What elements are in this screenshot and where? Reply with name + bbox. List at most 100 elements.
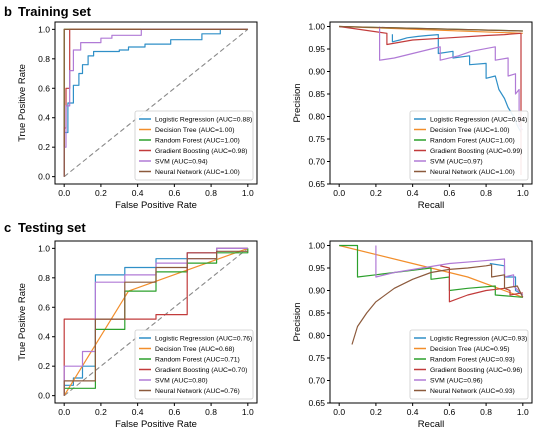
- x-tick-label: 0.2: [95, 407, 107, 417]
- y-tick-label: 0.75: [308, 353, 325, 363]
- y-tick-label: 0.85: [308, 308, 325, 318]
- x-tick-label: 0.8: [205, 188, 217, 198]
- legend-label: Logistic Regression (AUC=0.88): [155, 117, 252, 124]
- y-tick-label: 0.65: [308, 398, 325, 408]
- series-line-svm: [379, 26, 524, 131]
- y-tick-label: 0.95: [308, 263, 325, 273]
- legend-label: Logistic Regression (AUC=0.94): [430, 117, 527, 124]
- x-tick-label: 0.2: [95, 188, 107, 198]
- plot-area: [339, 244, 524, 345]
- y-tick-label: 0.85: [308, 89, 325, 99]
- y-tick-label: 0.65: [308, 179, 325, 189]
- series-line-logistic-regression: [489, 262, 524, 296]
- legend-label: SVM (AUC=0.80): [155, 378, 208, 385]
- legend-label: Neural Network (AUC=0.76): [155, 388, 240, 395]
- y-tick-label: 0.70: [308, 157, 325, 167]
- x-tick-label: 0.0: [333, 188, 345, 198]
- x-tick-label: 0.4: [407, 188, 419, 198]
- y-axis-label: Precision: [292, 83, 303, 122]
- panel-c-title: Testing set: [18, 220, 86, 235]
- series-line-neural-network: [63, 28, 248, 177]
- series-line-gradient-boosting: [339, 25, 522, 175]
- panel-b-letter: b: [4, 4, 12, 19]
- x-axis-label: False Positive Rate: [115, 419, 197, 430]
- y-tick-label: 1.00: [308, 241, 325, 251]
- y-tick-label: 0.6: [38, 83, 50, 93]
- y-tick-label: 0.95: [308, 44, 325, 54]
- x-tick-label: 0.8: [480, 407, 492, 417]
- legend-label: Gradient Boosting (AUC=0.70): [155, 367, 247, 374]
- y-axis-label: Precision: [292, 302, 303, 341]
- y-tick-label: 0.2: [38, 142, 50, 152]
- chart-test_roc: 0.0 0.2 0.4 0.6 0.8 1.0 0.0 0.2 0.4 0.6 0.8 1.0 Fals…: [17, 240, 258, 430]
- chance-diagonal: [63, 28, 249, 178]
- y-tick-label: 0.80: [308, 112, 325, 122]
- legend-label: Neural Network (AUC=0.93): [430, 388, 515, 395]
- x-tick-label: 0.6: [443, 188, 455, 198]
- y-tick-label: 0.90: [308, 286, 325, 296]
- x-tick-label: 0.4: [132, 188, 144, 198]
- panel-c-letter: c: [4, 220, 11, 235]
- x-axis-label: Recall: [418, 200, 444, 211]
- legend-label: SVM (AUC=0.97): [430, 159, 483, 166]
- y-tick-label: 0.8: [38, 273, 50, 283]
- legend-label: Decision Tree (AUC=0.68): [155, 346, 235, 353]
- y-tick-label: 1.0: [38, 24, 50, 34]
- legend-box: [409, 110, 529, 181]
- chance-diagonal: [63, 247, 249, 397]
- legend-label: SVM (AUC=0.94): [155, 159, 208, 166]
- x-tick-label: 0.2: [370, 188, 382, 198]
- series-line-neural-network: [63, 250, 248, 396]
- legend-label: SVM (AUC=0.96): [430, 378, 483, 385]
- series-line-gradient-boosting: [440, 265, 523, 303]
- legend-label: Decision Tree (AUC=1.00): [430, 127, 510, 134]
- series-line-neural-network: [339, 25, 523, 32]
- x-tick-label: 0.6: [168, 188, 180, 198]
- x-axis-label: False Positive Rate: [115, 200, 197, 211]
- legend-box: [134, 329, 254, 400]
- x-tick-label: 0.0: [58, 188, 70, 198]
- legend-label: Decision Tree (AUC=0.95): [430, 346, 510, 353]
- series-line-svm: [63, 28, 248, 177]
- x-tick-label: 0.8: [205, 407, 217, 417]
- y-tick-label: 0.80: [308, 331, 325, 341]
- series-line-neural-network: [351, 264, 524, 345]
- legend-label: Neural Network (AUC=1.00): [430, 169, 515, 176]
- legend-box: [134, 110, 254, 181]
- series-line-random-forest: [339, 244, 523, 298]
- y-tick-label: 0.6: [38, 302, 50, 312]
- x-tick-label: 0.4: [407, 407, 419, 417]
- legend-label: Random Forest (AUC=1.00): [155, 138, 240, 145]
- chart-train_roc: 0.0 0.2 0.4 0.6 0.8 1.0 0.0 0.2 0.4 0.6 0.8 1.0 Fals…: [17, 21, 258, 211]
- y-tick-label: 1.0: [38, 243, 50, 253]
- legend-label: Decision Tree (AUC=1.00): [155, 127, 235, 134]
- plot-area: [63, 28, 249, 178]
- x-tick-label: 0.6: [168, 407, 180, 417]
- y-tick-label: 0.90: [308, 67, 325, 77]
- x-tick-label: 0.2: [370, 407, 382, 417]
- charts-layer: 0.0 0.2 0.4 0.6 0.8 1.0 0.0 0.2 0.4 0.6 0.8 1.0 Fals…: [17, 21, 533, 430]
- legend-label: Random Forest (AUC=1.00): [430, 138, 515, 145]
- y-tick-label: 0.0: [38, 391, 50, 401]
- legend-label: Logistic Regression (AUC=0.76): [155, 336, 252, 343]
- legend: Logistic Regression (AUC=0.76) Decision T…: [134, 329, 254, 400]
- x-tick-label: 1.0: [517, 407, 529, 417]
- x-tick-label: 0.6: [443, 407, 455, 417]
- y-tick-label: 0.4: [38, 113, 50, 123]
- legend: Logistic Regression (AUC=0.88) Decision T…: [134, 110, 254, 181]
- x-tick-label: 0.0: [58, 407, 70, 417]
- panel-b-title: Training set: [18, 4, 92, 19]
- legend-label: Gradient Boosting (AUC=0.98): [155, 148, 247, 155]
- series-line-svm: [375, 245, 524, 296]
- legend: Logistic Regression (AUC=0.94) Decision T…: [409, 110, 529, 181]
- y-tick-label: 0.2: [38, 361, 50, 371]
- plot-area: [339, 25, 524, 175]
- x-tick-label: 0.0: [333, 407, 345, 417]
- legend-label: Gradient Boosting (AUC=0.99): [430, 148, 522, 155]
- y-tick-label: 0.75: [308, 134, 325, 144]
- legend-label: Logistic Regression (AUC=0.93): [430, 336, 527, 343]
- series-line-logistic-regression: [391, 34, 522, 133]
- chart-test_pr: 0.0 0.2 0.4 0.6 0.8 1.0 0.65 0.70 0.75 0.80 0.85 0.…: [292, 240, 533, 430]
- chart-train_pr: 0.0 0.2 0.4 0.6 0.8 1.0 0.65 0.70 0.75 0.80 0.85 0.…: [292, 21, 533, 211]
- series-line-logistic-regression: [63, 28, 248, 177]
